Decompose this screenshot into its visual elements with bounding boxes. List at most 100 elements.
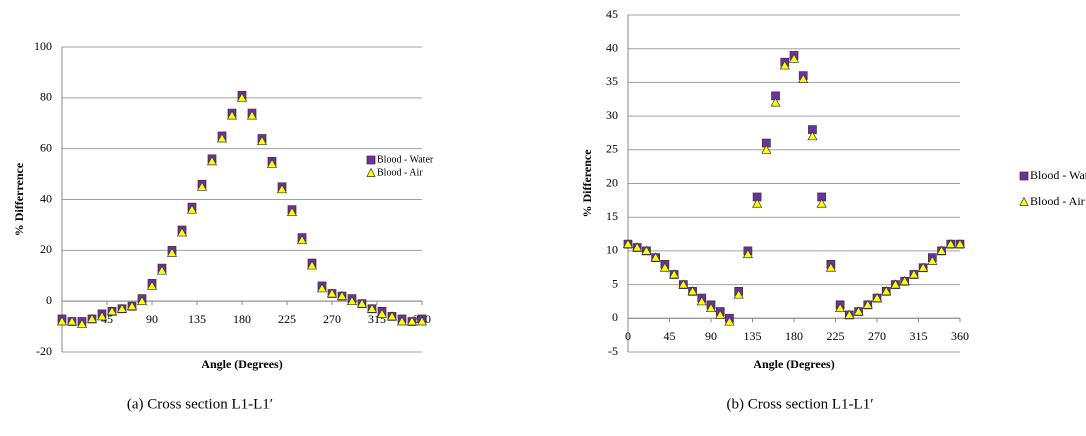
point [724,316,735,326]
point [844,309,855,319]
point [366,303,378,313]
y-tick-label: 20 [606,175,618,189]
point [816,198,827,208]
point [256,135,268,145]
y-tick-label: 60 [40,140,52,154]
point [326,288,338,298]
point [715,309,726,319]
legend-swatch [1019,196,1029,206]
y-tick-label: 10 [606,243,618,257]
point [286,206,298,217]
y-tick-label: 0 [612,310,618,324]
y-tick-label: 25 [606,142,618,156]
point [306,260,318,270]
point [936,245,947,255]
x-axis-title: Angle (Degrees) [201,357,282,371]
x-tick-label: 315 [910,329,928,343]
point [788,53,800,63]
point [116,303,128,313]
x-tick-label: 225 [278,312,296,326]
point [216,133,228,143]
y-tick-label: 35 [606,74,618,88]
y-tick-label: 40 [606,40,618,54]
y-axis-title: % Difference [580,149,594,218]
x-tick-label: 0 [625,329,631,343]
x-tick-label: 225 [827,329,845,343]
point [176,227,188,237]
legend-swatch [366,167,376,177]
point [669,269,680,279]
point [899,276,910,286]
y-tick-label: 20 [40,242,52,256]
point [705,302,717,313]
y-tick-label: 45 [606,7,618,21]
point [96,311,108,321]
point [641,245,652,255]
caption: (a) Cross section L1-L1′ [127,396,273,412]
point [733,289,744,299]
point [356,298,368,308]
point [945,238,956,249]
legend-label: Blood - Water [1030,168,1086,182]
point [798,73,809,83]
point [918,262,929,272]
point [296,234,308,245]
point [696,296,707,306]
point [890,279,901,289]
point [687,286,698,296]
point [742,249,753,259]
point [678,279,689,289]
point [416,316,428,326]
point [206,156,218,166]
point [126,301,138,311]
y-tick-label: 0 [46,293,52,307]
caption: (b) Cross section L1-L1′ [726,396,873,412]
point [659,262,670,272]
point [871,292,883,302]
point [56,316,68,326]
point [396,316,408,326]
point [908,269,919,279]
point [336,290,348,300]
y-tick-label: 15 [606,209,618,223]
x-tick-label: 180 [785,329,803,343]
point [106,306,118,316]
legend-swatch [366,155,376,165]
point [86,313,98,323]
point [186,204,198,214]
x-tick-label: 270 [868,329,886,343]
point [770,97,781,107]
y-axis-title: % Differrence [12,162,26,236]
point [236,92,248,102]
point [66,316,78,326]
y-tick-label: 80 [40,90,52,104]
x-tick-label: 90 [146,312,158,326]
y-tick-label: 100 [34,39,52,53]
legend-label: Blood - Water [377,154,434,165]
point [146,280,158,290]
y-tick-label: -20 [36,344,52,358]
x-tick-label: 180 [233,312,251,326]
x-axis-title: Angle (Degrees) [753,357,834,371]
y-tick-label: 30 [606,108,618,122]
point [76,318,88,328]
legend-label: Blood - Air [377,167,423,178]
point [853,306,864,316]
point [386,311,398,321]
point [752,198,763,208]
point [632,242,643,252]
point [622,238,634,249]
point [761,144,772,154]
point [266,158,278,168]
x-tick-label: 360 [951,329,969,343]
point [927,255,938,265]
point [862,299,873,309]
point [835,302,846,313]
point [406,316,418,326]
x-tick-label: 135 [744,329,762,343]
point [346,295,358,306]
point [136,295,148,306]
point [196,181,208,191]
x-tick-label: 270 [323,312,341,326]
